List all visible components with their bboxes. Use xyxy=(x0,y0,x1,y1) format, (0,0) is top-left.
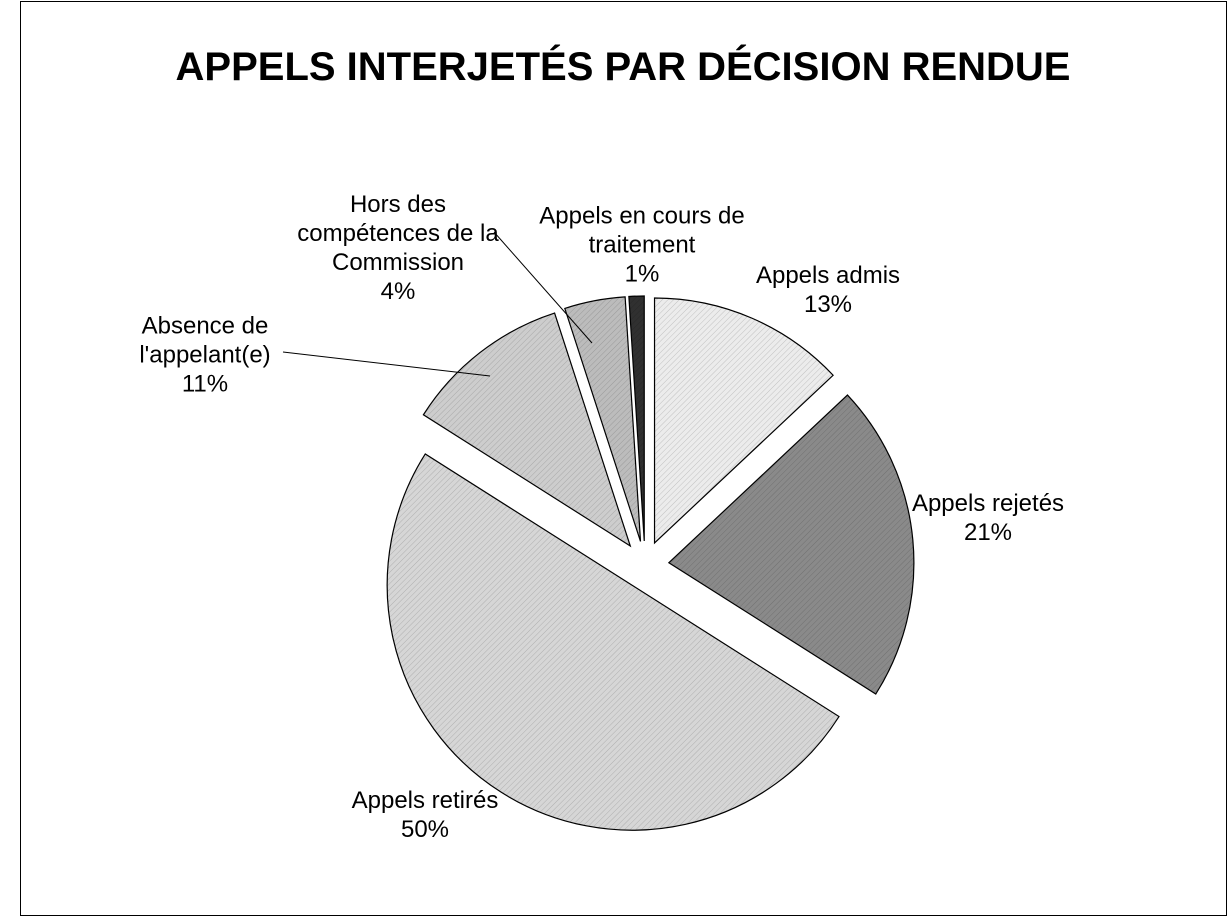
slice-texture xyxy=(668,395,914,695)
data-label: Appels retirés 50% xyxy=(325,786,525,844)
frame xyxy=(20,1,1227,916)
category-label: Absence de l'appelant(e) xyxy=(139,312,271,369)
category-label: Hors des compétences de la Commission xyxy=(297,191,499,276)
value-label: 21% xyxy=(963,519,1013,546)
category-label: Appels rejetés xyxy=(911,490,1065,517)
data-label: Hors des compétences de la Commission 4% xyxy=(293,190,503,306)
slice-texture xyxy=(423,313,631,547)
value-label: 4% xyxy=(380,278,416,305)
leader-line xyxy=(493,231,593,344)
value-label: 50% xyxy=(400,816,450,843)
value-label: 11% xyxy=(181,370,229,398)
chart-title: APPELS INTERJETÉS PAR DÉCISION RENDUE xyxy=(175,45,1071,89)
value-label: 1% xyxy=(624,260,660,288)
category-label: Appels en cours de traitement xyxy=(539,202,745,259)
category-label: Appels retirés xyxy=(351,787,499,814)
slice-texture xyxy=(387,453,840,831)
value-label: 13% xyxy=(803,291,853,318)
category-label: Appels admis xyxy=(755,262,901,289)
data-label: Appels en cours de traitement 1% xyxy=(527,202,757,289)
slice-texture xyxy=(654,297,834,543)
slice-texture xyxy=(564,296,641,542)
data-label: Appels admis 13% xyxy=(756,261,900,319)
data-label: Absence de l'appelant(e) 11% xyxy=(110,312,300,399)
data-label: Appels rejetés 21% xyxy=(912,489,1064,547)
leader-line xyxy=(282,351,491,377)
slice-texture xyxy=(628,296,645,542)
